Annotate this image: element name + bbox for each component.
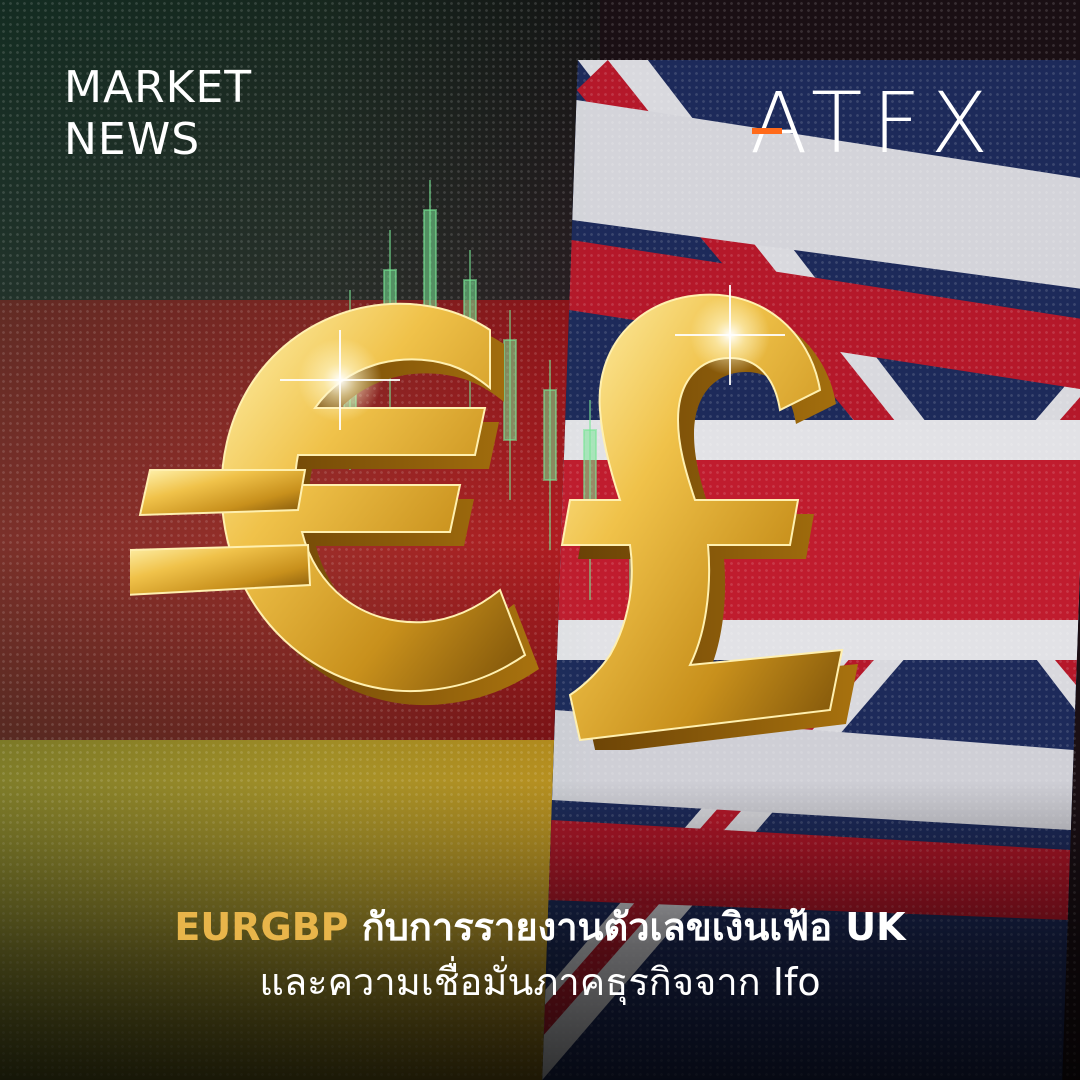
- market-news-line2: NEWS: [64, 114, 201, 165]
- bottom-dark-gradient: [0, 780, 1080, 1080]
- atfx-logo: ATFX: [750, 78, 1020, 168]
- euro-sign-icon: [130, 302, 540, 706]
- headline-line1: EURGBP กับการรายงานตัวเลขเงินเฟ้อ UK: [40, 900, 1040, 954]
- market-news-line1: MARKET: [64, 62, 253, 113]
- currency-symbols: [130, 285, 858, 750]
- headline-line1-text: กับการรายงานตัวเลขเงินเฟ้อ UK: [361, 905, 906, 949]
- pound-sign-icon: [560, 293, 858, 750]
- currency-pair: EURGBP: [174, 905, 349, 949]
- logo-wordmark: ATFX: [750, 74, 999, 172]
- logo-accent-bar: [752, 128, 782, 134]
- sparkle-icon: [280, 285, 785, 430]
- market-news-label: MARKET NEWS: [64, 62, 252, 166]
- headline-line2: และความเชื่อมั่นภาคธุรกิจจาก Ifo: [259, 960, 821, 1004]
- flag-band-black: [0, 0, 600, 320]
- headline: EURGBP กับการรายงานตัวเลขเงินเฟ้อ UK และ…: [40, 900, 1040, 1010]
